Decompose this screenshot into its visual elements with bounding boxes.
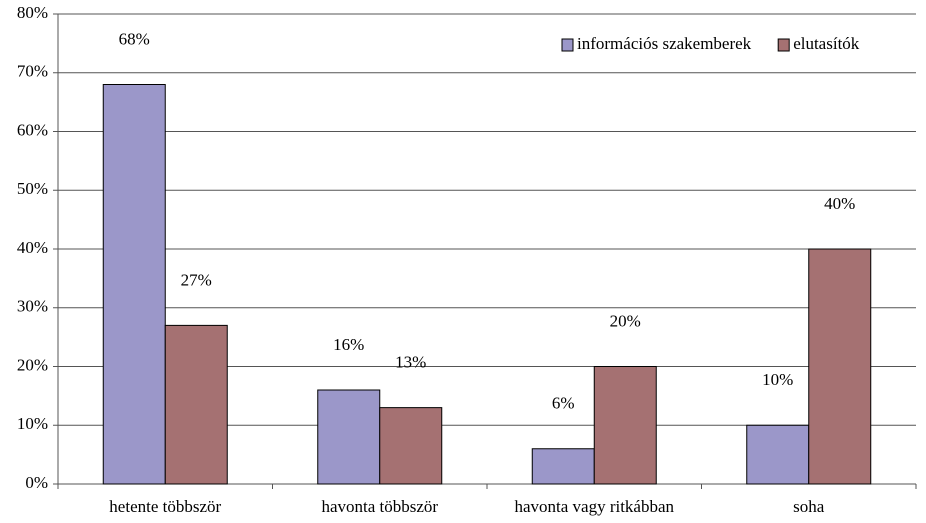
value-label: 20% [610,311,641,330]
bar [164,324,228,485]
legend-label: információs szakemberek [577,34,752,53]
y-tick-label: 80% [17,3,48,22]
legend-swatch [561,38,574,52]
x-tick-label: havonta vagy ritkábban [514,497,674,516]
y-tick-label: 50% [17,179,48,198]
value-label: 27% [181,270,212,289]
bar [317,389,381,485]
value-label: 40% [824,194,855,213]
bar [379,407,443,485]
value-label: 16% [333,335,364,354]
y-tick-label: 20% [17,355,48,374]
bar [102,84,166,485]
x-tick-label: soha [793,497,825,516]
y-tick-label: 10% [17,414,48,433]
bar [746,424,810,485]
y-tick-label: 0% [25,473,48,492]
value-label: 13% [395,353,426,372]
y-tick-label: 30% [17,297,48,316]
y-tick-label: 40% [17,238,48,257]
y-tick-label: 60% [17,120,48,139]
value-label: 10% [762,370,793,389]
legend-label: elutasítók [793,34,860,53]
value-label: 6% [552,394,575,413]
x-tick-label: havonta többször [321,497,438,516]
y-tick-label: 70% [17,62,48,81]
bar [593,366,657,485]
bar [531,448,595,485]
value-label: 68% [119,29,150,48]
x-tick-label: hetente többször [109,497,221,516]
legend-swatch [777,38,790,52]
bar [808,248,872,485]
